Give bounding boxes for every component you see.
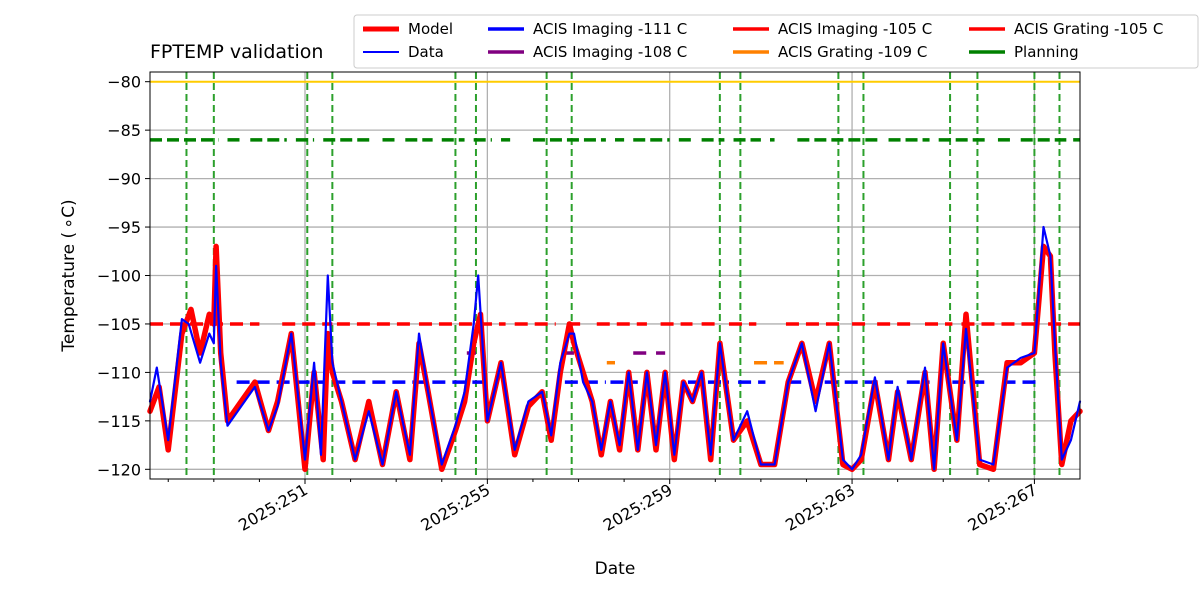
- y-tick-label: −110: [97, 363, 141, 382]
- y-tick-label: −85: [107, 121, 141, 140]
- legend: Model ACIS Imaging -111 C ACIS Imaging -10…: [353, 14, 1199, 69]
- legend-label: ACIS Imaging -105 C: [778, 20, 932, 38]
- legend-label: Model: [408, 20, 453, 38]
- series-lines: [147, 225, 1083, 473]
- series-model: [147, 243, 1083, 473]
- y-tick-label: −95: [107, 218, 141, 237]
- y-tick-label: −90: [107, 170, 141, 189]
- x-tick-label: 2025:259: [600, 480, 676, 535]
- legend-label: ACIS Grating -109 C: [778, 43, 927, 61]
- x-tick-label: 2025:263: [782, 480, 858, 535]
- x-tick-label: 2025:267: [965, 480, 1041, 535]
- legend-label: Planning: [1014, 43, 1079, 61]
- legend-label: ACIS Grating -105 C: [1014, 20, 1163, 38]
- x-axis-label: Date: [595, 559, 636, 579]
- x-tick-label: 2025:251: [235, 480, 311, 535]
- y-axis-label: Temperature ( ∘C): [59, 199, 79, 352]
- chart-title: FPTEMP validation: [150, 41, 323, 63]
- y-tick-label: −105: [97, 315, 141, 334]
- legend-label: ACIS Imaging -108 C: [533, 43, 687, 61]
- legend-label: ACIS Imaging -111 C: [533, 20, 687, 38]
- y-tick-label: −80: [107, 73, 141, 92]
- y-tick-label: −115: [97, 412, 141, 431]
- series-data: [148, 225, 1082, 471]
- axis-ticks: −80 −85 −90 −95 −100 −105 −110 −115 −120 2025:251…: [97, 73, 1040, 535]
- y-tick-label: −100: [97, 267, 141, 286]
- x-tick-label: 2025:255: [417, 480, 493, 535]
- y-tick-label: −120: [97, 460, 141, 479]
- legend-label: Data: [408, 43, 444, 61]
